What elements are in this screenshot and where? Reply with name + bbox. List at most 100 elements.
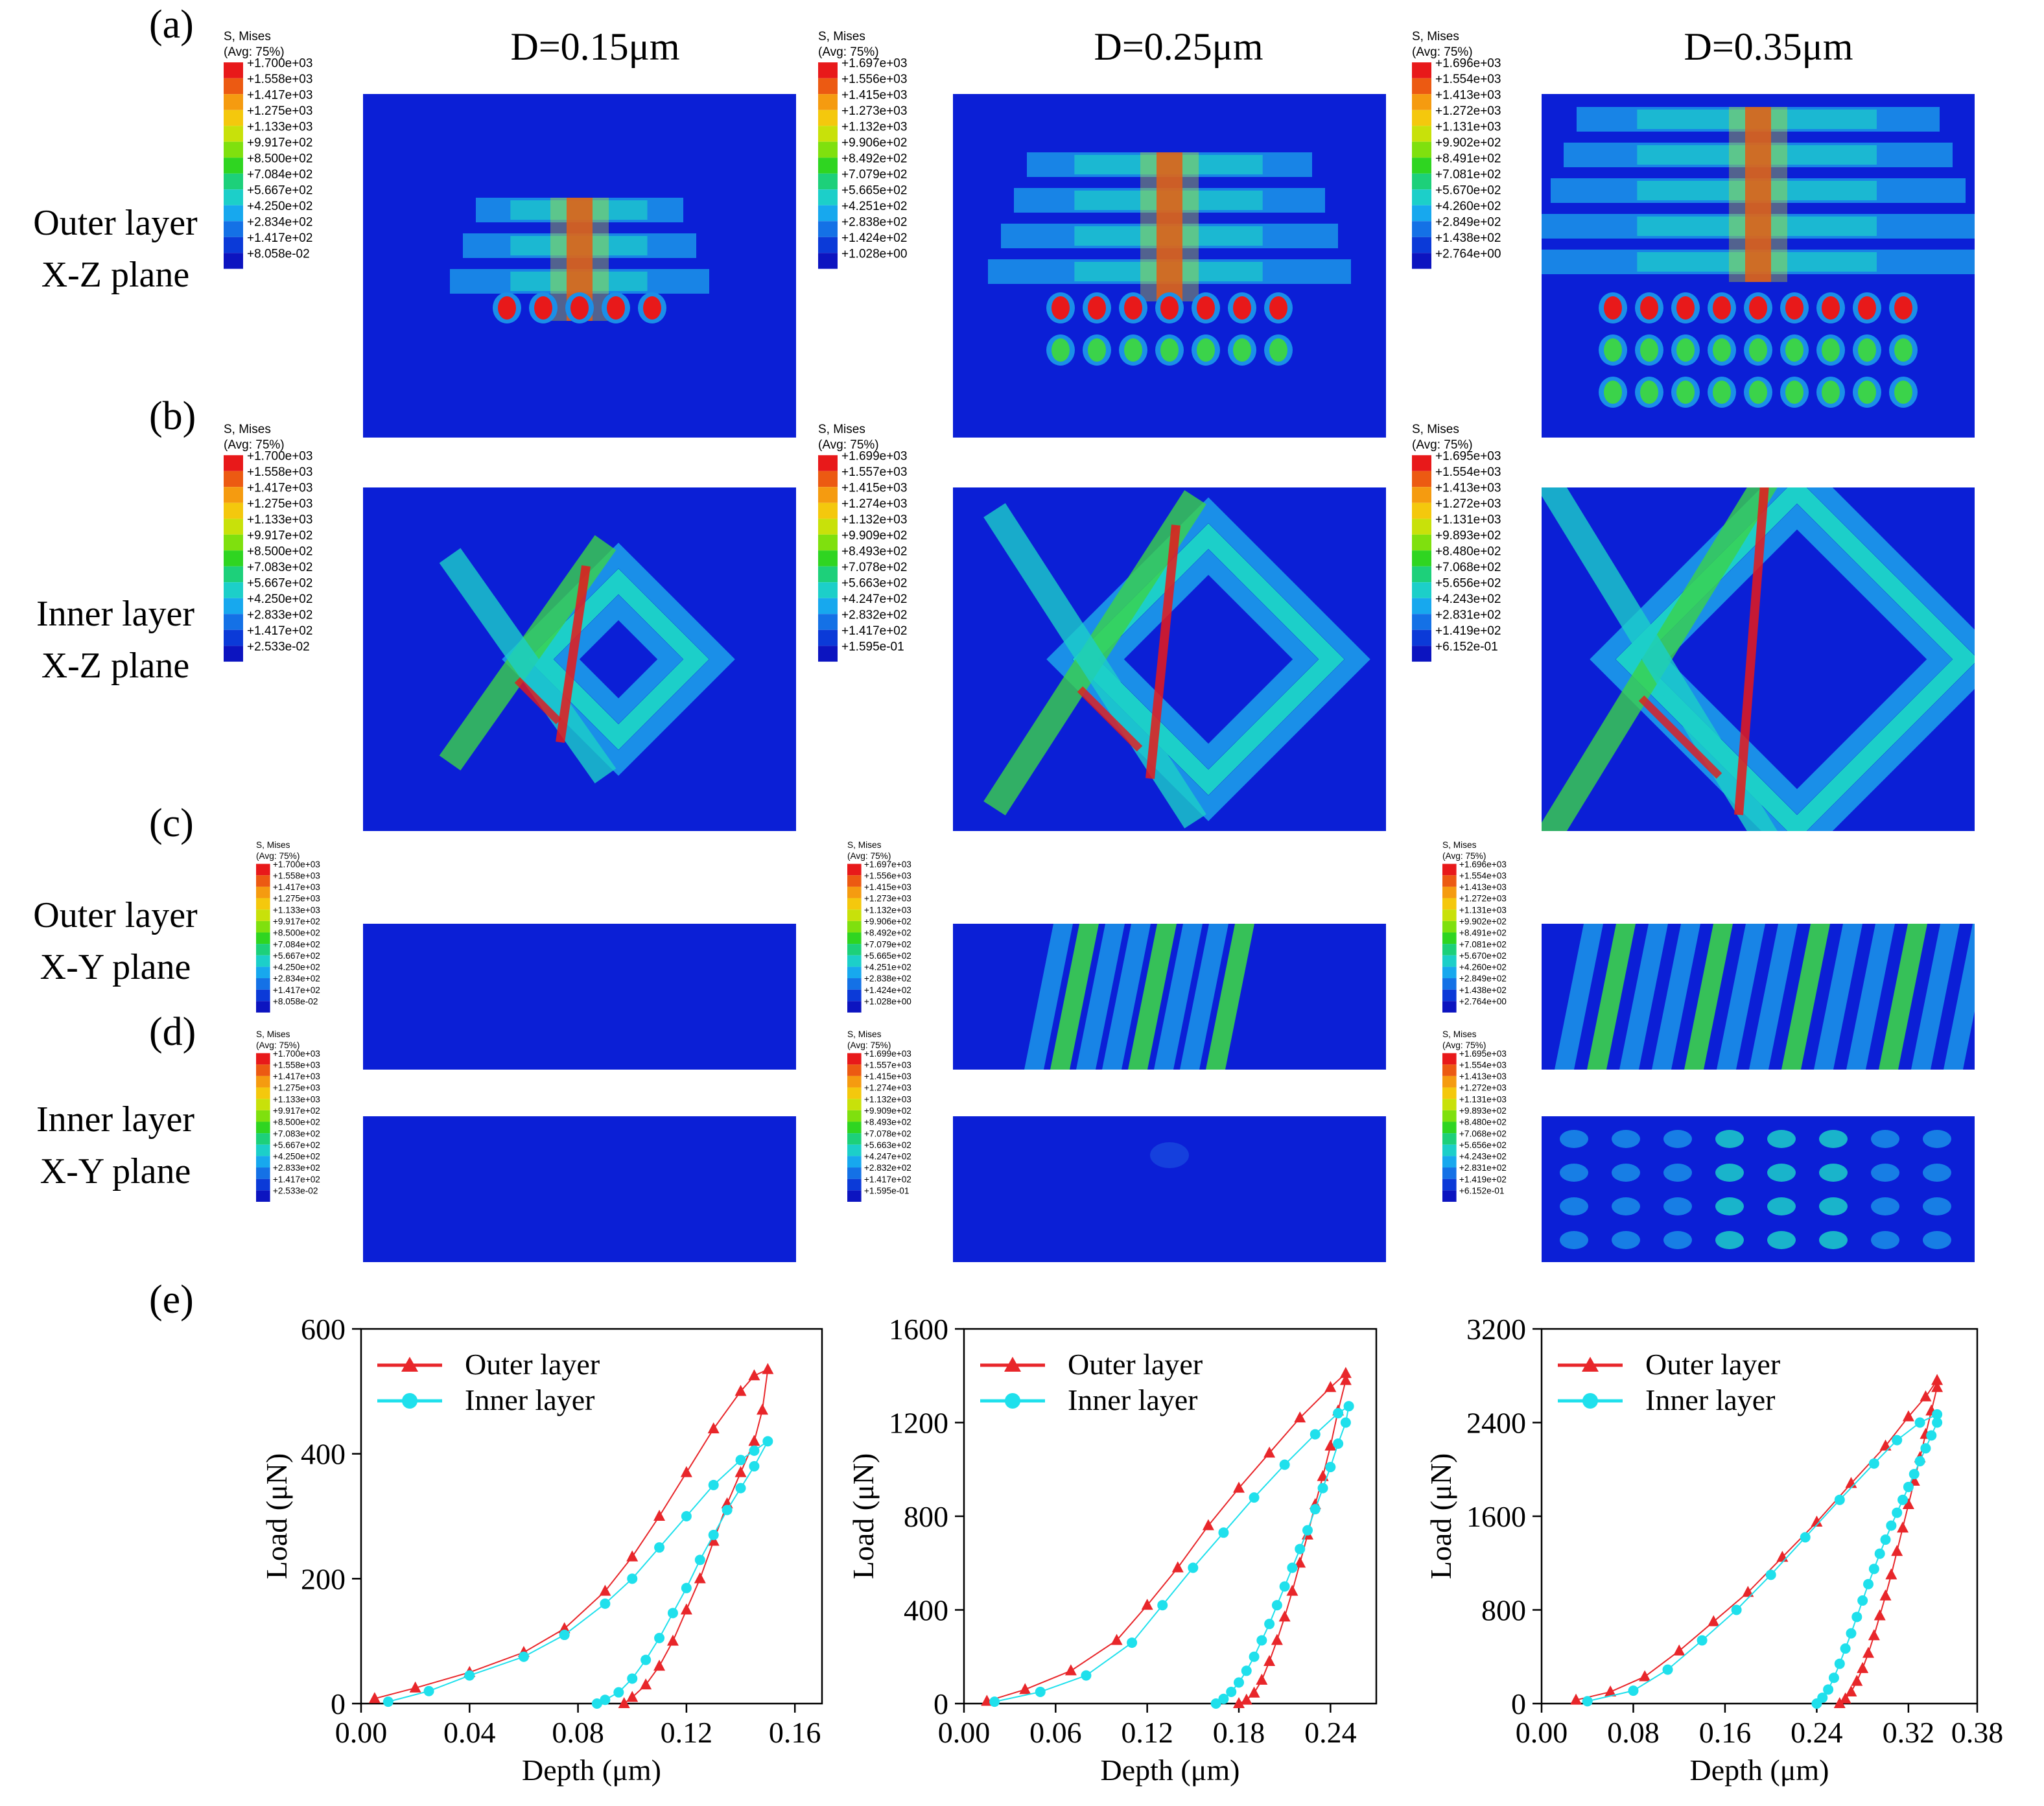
colorbar-value: +1.133e+03: [273, 1094, 320, 1104]
colorbar-swatch: [256, 1167, 270, 1179]
data-point-circle: [1697, 1635, 1708, 1646]
colorbar-value: +4.251e+02: [841, 200, 907, 213]
y-tick-label: 0: [1511, 1687, 1526, 1720]
colorbar-swatch: [256, 955, 270, 967]
colorbar-legend: S, Mises(Avg: 75%)+1.700e+03+1.558e+03+1…: [256, 1029, 320, 1202]
data-point-circle: [613, 1687, 624, 1698]
colorbar-value: +1.417e+02: [247, 231, 312, 245]
colorbar-swatch: [1442, 932, 1457, 944]
data-point-circle: [1333, 1438, 1344, 1449]
colorbar-swatch: [224, 646, 243, 662]
data-point-circle: [1279, 1459, 1290, 1470]
colorbar-swatch: [818, 173, 838, 190]
contour-plot: [953, 487, 1386, 831]
x-tick-label: 0.04: [443, 1716, 496, 1749]
colorbar-swatch: [1412, 78, 1431, 95]
data-point-circle: [518, 1651, 529, 1662]
colorbar-value: +6.152e-01: [1459, 1186, 1505, 1196]
colorbar-swatch: [224, 110, 243, 126]
fiber-section: [1269, 296, 1287, 320]
colorbar-value: +8.058e-02: [273, 997, 318, 1007]
data-point-circle: [1256, 1635, 1267, 1646]
colorbar-swatch: [818, 519, 838, 535]
colorbar-value: +1.438e+02: [1459, 985, 1507, 995]
colorbar-legend: S, Mises(Avg: 75%)+1.700e+03+1.558e+03+1…: [224, 30, 312, 269]
fiber-section: [1822, 296, 1840, 320]
fiber-section: [1713, 296, 1731, 320]
colorbar-value: +1.558e+03: [247, 465, 312, 479]
colorbar-value: +2.533e-02: [273, 1186, 318, 1196]
fiber-section: [1088, 296, 1106, 320]
legend-title: S, Mises: [256, 840, 290, 850]
data-point-circle: [1914, 1417, 1925, 1428]
colorbar-swatch: [256, 886, 270, 898]
colorbar-value: +1.273e+03: [841, 104, 907, 118]
colorbar-value: +5.665e+02: [841, 183, 907, 197]
data-point-triangle: [1931, 1374, 1944, 1385]
colorbar-value: +9.909e+02: [864, 1106, 911, 1116]
data-point-triangle: [756, 1403, 768, 1415]
colorbar-legend: S, Mises(Avg: 75%)+1.697e+03 +1.556e+03 +1…: [847, 840, 911, 1013]
colorbar-value: +5.670e+02: [1435, 183, 1501, 197]
data-point-triangle: [1874, 1609, 1886, 1621]
contour-plot: [953, 94, 1386, 438]
data-point-triangle: [1902, 1497, 1914, 1509]
fiber-section: [1749, 338, 1767, 362]
colorbar-value: +1.272e+03: [1435, 104, 1501, 118]
legend-average: (Avg: 75%): [1412, 45, 1473, 59]
fiber-stripe: [1846, 924, 1895, 1070]
y-tick-label: 600: [301, 1313, 346, 1346]
colorbar-swatch: [224, 614, 243, 630]
colorbar-swatch: [256, 1075, 270, 1088]
colorbar-swatch: [1412, 502, 1431, 519]
colorbar-value: +1.272e+03: [1459, 1083, 1507, 1093]
colorbar-value: +1.554e+03: [1435, 73, 1501, 86]
colorbar-swatch: [847, 989, 862, 1002]
colorbar-value: +1.413e+03: [1435, 481, 1501, 495]
data-point-triangle: [1570, 1693, 1582, 1705]
colorbar-value: +5.665e+02: [864, 951, 911, 961]
data-point-triangle: [558, 1622, 570, 1634]
colorbar-swatch: [256, 1053, 270, 1065]
colorbar-swatch: [818, 253, 838, 269]
colorbar-value: +1.131e+03: [1435, 513, 1501, 526]
data-point-circle: [1880, 1534, 1891, 1545]
stress-band: [1077, 686, 1143, 752]
diamond-ply: [528, 569, 709, 750]
fiber-section: [1785, 296, 1803, 320]
data-point-circle: [1218, 1693, 1229, 1704]
legend-label: Inner layer: [1645, 1383, 1776, 1416]
data-point-circle: [1834, 1494, 1845, 1505]
x-tick-label: 0.00: [1516, 1716, 1568, 1749]
colorbar-value: +5.667e+02: [273, 951, 320, 961]
colorbar-swatch: [818, 126, 838, 142]
cross-ply: [983, 503, 1206, 828]
contour-plot: [953, 1116, 1386, 1262]
data-point-circle: [1271, 1600, 1282, 1611]
row-label-4-layer: Inner layer: [36, 1099, 194, 1140]
fiber-section: [1197, 338, 1215, 362]
fiber-section: [1858, 381, 1876, 404]
row-label-4-plane: X-Y plane: [40, 1151, 191, 1191]
fiber-section: [1124, 338, 1142, 362]
colorbar-value: +4.247e+02: [864, 1152, 911, 1162]
data-point-circle: [1823, 1684, 1834, 1695]
data-point-triangle: [1256, 1673, 1268, 1685]
colorbar-value: +1.413e+03: [1435, 88, 1501, 102]
y-tick-label: 800: [1481, 1594, 1526, 1627]
contour-plot: [1542, 94, 1975, 438]
colorbar-swatch: [1412, 237, 1431, 253]
data-point-triangle: [1902, 1410, 1914, 1422]
colorbar-legend: S, Mises (Avg: 75%)+1.695e+03 +1.554e+03 +1…: [1412, 423, 1501, 662]
colorbar-swatch: [847, 1167, 862, 1179]
y-tick-label: 0: [934, 1687, 948, 1720]
colorbar-value: +8.493e+02: [841, 545, 907, 558]
data-point-circle: [1582, 1696, 1593, 1707]
data-point-circle: [989, 1696, 1000, 1707]
stress-band: [1734, 487, 1769, 815]
fiber-section: [1051, 338, 1070, 362]
fiber-section: [1822, 381, 1840, 404]
colorbar-value: +1.272e+03: [1459, 894, 1507, 904]
colorbar-swatch: [224, 78, 243, 95]
